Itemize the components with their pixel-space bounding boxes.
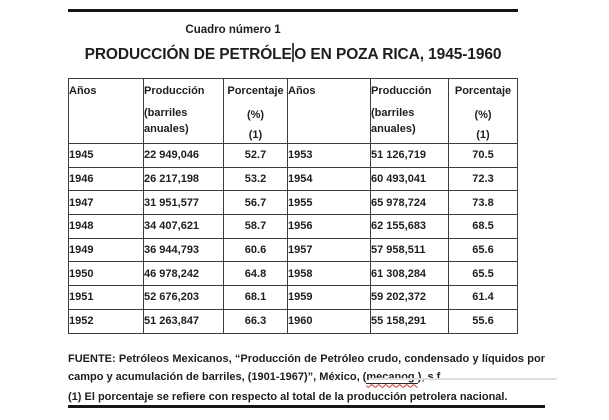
page-title[interactable]: PRODUCCIÓN DE PETRÓLE O EN POZA RICA, 194… bbox=[58, 43, 528, 65]
production-cell: 60 493,041 bbox=[370, 166, 449, 192]
production-cell: 31 951,577 bbox=[143, 190, 224, 216]
percentage-cell: 58.7 bbox=[223, 214, 288, 239]
year-cell: 1952 bbox=[68, 308, 144, 334]
bottom-horizontal-rule bbox=[68, 405, 545, 408]
percentage-cell: 52.7 bbox=[223, 143, 288, 168]
percentage-cell: 60.6 bbox=[223, 237, 288, 263]
header-cell-percentage-right: Porcentaje (%) (1) bbox=[448, 78, 518, 144]
year-cell: 1949 bbox=[68, 237, 144, 263]
table-row: 1952 51 263,847 66.3 1960 55 158,291 55.… bbox=[68, 308, 518, 334]
header-cell-years-left: Años bbox=[68, 78, 144, 144]
year-cell: 1953 bbox=[287, 143, 371, 168]
production-table: Años Producción (barriles anuales) Porce… bbox=[68, 78, 518, 334]
production-cell: 65 978,724 bbox=[370, 190, 449, 216]
table-caption: Cuadro número 1 bbox=[185, 24, 281, 36]
table-row: 1945 22 949,046 52.7 1953 51 126,719 70.… bbox=[68, 143, 518, 168]
footnote: (1) El porcentaje se refiere con respect… bbox=[68, 391, 508, 403]
scan-artifact bbox=[370, 378, 557, 380]
page-title-text-right: O EN POZA RICA, 1945-1960 bbox=[294, 46, 502, 63]
production-cell: 59 202,372 bbox=[370, 285, 449, 310]
percentage-cell: 65.6 bbox=[448, 237, 518, 263]
production-cell: 36 944,793 bbox=[143, 237, 224, 263]
text-cursor-caret bbox=[292, 43, 294, 62]
year-cell: 1960 bbox=[287, 308, 371, 334]
production-cell: 57 958,511 bbox=[370, 237, 449, 263]
percentage-cell: 65.5 bbox=[448, 261, 518, 287]
percentage-cell: 56.7 bbox=[223, 190, 288, 216]
year-cell: 1948 bbox=[68, 214, 144, 239]
percentage-cell: 72.3 bbox=[448, 166, 518, 192]
source-text: FUENTE: Petróleos Mexicanos, “Producción… bbox=[68, 353, 545, 383]
production-cell: 34 407,621 bbox=[143, 214, 224, 239]
year-cell: 1956 bbox=[287, 214, 371, 239]
production-cell: 61 308,284 bbox=[370, 261, 449, 287]
year-cell: 1955 bbox=[287, 190, 371, 216]
table-header-row: Años Producción (barriles anuales) Porce… bbox=[68, 78, 518, 144]
year-cell: 1951 bbox=[68, 285, 144, 310]
year-cell: 1950 bbox=[68, 261, 144, 287]
percentage-cell: 64.8 bbox=[223, 261, 288, 287]
table-row: 1947 31 951,577 56.7 1955 65 978,724 73.… bbox=[68, 190, 518, 216]
percentage-cell: 68.1 bbox=[223, 285, 288, 310]
source-paragraph: FUENTE: Petróleos Mexicanos, “Producción… bbox=[68, 351, 545, 386]
production-cell: 46 978,242 bbox=[143, 261, 224, 287]
misspelled-word: mecanog. bbox=[366, 370, 418, 384]
production-cell: 51 263,847 bbox=[143, 308, 224, 334]
table-row: 1946 26 217,198 53.2 1954 60 493,041 72.… bbox=[68, 166, 518, 192]
production-cell: 52 676,203 bbox=[143, 285, 224, 310]
percentage-cell: 55.6 bbox=[448, 308, 518, 334]
top-horizontal-rule bbox=[68, 9, 518, 12]
header-cell-production-left: Producción (barriles anuales) bbox=[143, 78, 224, 144]
table-row: 1950 46 978,242 64.8 1958 61 308,284 65.… bbox=[68, 261, 518, 287]
header-cell-production-right: Producción (barriles anuales) bbox=[370, 78, 449, 144]
percentage-cell: 68.5 bbox=[448, 214, 518, 239]
production-cell: 51 126,719 bbox=[370, 143, 449, 168]
year-cell: 1945 bbox=[68, 143, 144, 168]
percentage-cell: 66.3 bbox=[223, 308, 288, 334]
year-cell: 1959 bbox=[287, 285, 371, 310]
percentage-cell: 73.8 bbox=[448, 190, 518, 216]
production-cell: 55 158,291 bbox=[370, 308, 449, 334]
table-row: 1949 36 944,793 60.6 1957 57 958,511 65.… bbox=[68, 237, 518, 263]
production-cell: 26 217,198 bbox=[143, 166, 224, 192]
year-cell: 1958 bbox=[287, 261, 371, 287]
table-row: 1951 52 676,203 68.1 1959 59 202,372 61.… bbox=[68, 285, 518, 310]
production-cell: 22 949,046 bbox=[143, 143, 224, 168]
year-cell: 1954 bbox=[287, 166, 371, 192]
percentage-cell: 70.5 bbox=[448, 143, 518, 168]
percentage-cell: 61.4 bbox=[448, 285, 518, 310]
table-row: 1948 34 407,621 58.7 1956 62 155,683 68.… bbox=[68, 214, 518, 239]
header-cell-years-right: Años bbox=[287, 78, 371, 144]
year-cell: 1947 bbox=[68, 190, 144, 216]
header-cell-percentage-left: Porcentaje (%) (1) bbox=[223, 78, 288, 144]
page-title-text-left: PRODUCCIÓN DE PETRÓLE bbox=[84, 46, 292, 63]
percentage-cell: 53.2 bbox=[223, 166, 288, 192]
source-text-suffix: ), s.f. bbox=[417, 370, 444, 383]
production-cell: 62 155,683 bbox=[370, 214, 449, 239]
year-cell: 1946 bbox=[68, 166, 144, 192]
year-cell: 1957 bbox=[287, 237, 371, 263]
